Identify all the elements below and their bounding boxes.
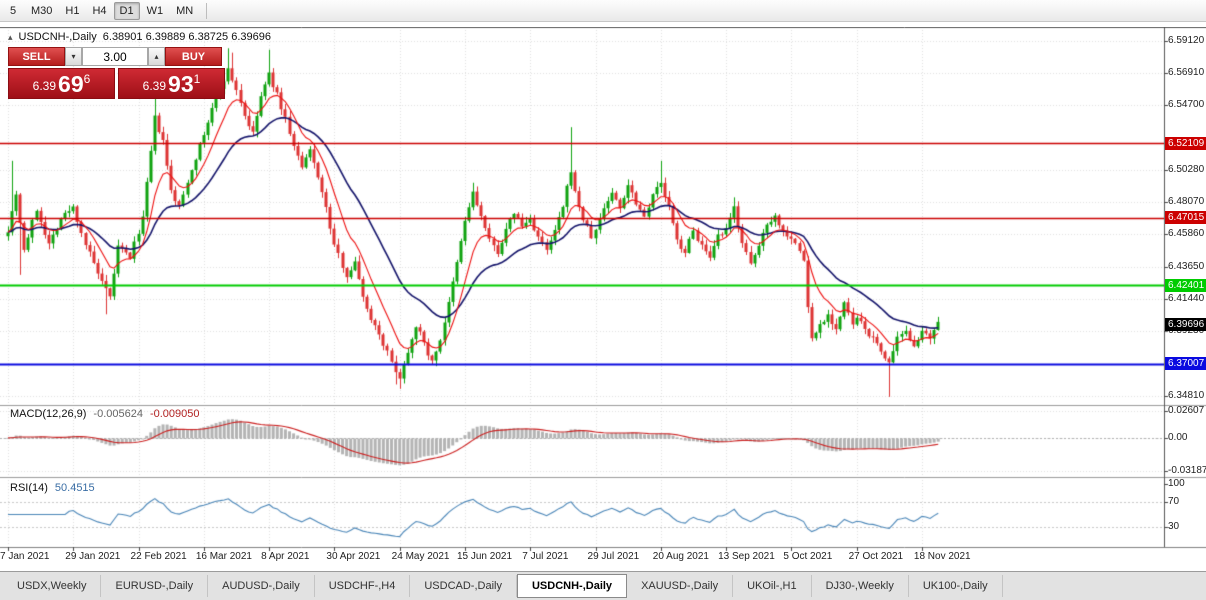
price-axis-label: 6.56910 [1168,66,1205,78]
price-axis-label: 6.45860 [1168,228,1205,240]
timeframe-toolbar: 5 M30 H1 H4 D1 W1 MN [0,0,1206,22]
sell-price-sup: 6 [83,72,91,86]
time-axis-label: 15 Jun 2021 [456,551,513,562]
timeframe-button-h4[interactable]: H4 [92,4,107,17]
time-axis-label: 18 Nov 2021 [913,551,971,562]
price-axis-label: 6.43650 [1168,260,1205,272]
rsi-value: 50.4515 [54,482,95,494]
chart-tab-ukoil-h1[interactable]: UKOil-,H1 [733,575,812,597]
chart-tab-usdcad-daily[interactable]: USDCAD-,Daily [410,575,517,597]
chart-title: USDCNH-,Daily [18,31,97,43]
buy-price-sup: 1 [193,72,201,86]
time-axis-label: 27 Oct 2021 [848,551,904,562]
chevron-down-icon: ▾ [71,52,76,61]
chart-tab-xauusd-daily[interactable]: XAUUSD-,Daily [627,575,734,597]
rsi-axis-label: 70 [1168,496,1180,508]
rsi-pane-header: RSI(14) 50.4515 [10,482,95,494]
chart-ohlc-values: 6.38901 6.39889 6.38725 6.39696 [102,31,271,43]
time-axis-label: 22 Feb 2021 [130,551,187,562]
sell-price-display[interactable]: 6.39 69 6 [8,68,115,99]
volume-increase-button[interactable]: ▴ [148,47,165,66]
price-axis-label: 6.41440 [1168,293,1205,305]
rsi-axis-label: 30 [1168,520,1180,532]
macd-axis-label: -0.03187 [1168,465,1206,477]
macd-label: MACD(12,26,9) [10,408,87,420]
price-axis-label: 6.59120 [1168,34,1205,46]
chart-tab-usdx-weekly[interactable]: USDX,Weekly [3,575,102,597]
timeframe-button-mn[interactable]: MN [176,4,194,17]
macd-axis-label: 0.02607 [1168,404,1205,416]
chevron-up-icon: ▴ [154,52,159,61]
trade-prices-row: 6.39 69 6 6.39 93 1 [8,68,228,99]
time-axis-label: 29 Jan 2021 [65,551,121,562]
time-axis-label: 20 Aug 2021 [652,551,709,562]
timeframe-button-d1[interactable]: D1 [113,1,140,20]
timeframe-button-h1[interactable]: H1 [65,4,80,17]
chart-canvas[interactable] [0,27,1206,568]
chart-tab-usdcnh-daily[interactable]: USDCNH-,Daily [516,574,628,598]
buy-price-prefix: 6.39 [142,79,167,93]
collapse-chart-icon[interactable]: ▴ [8,31,13,42]
level-price-label: 6.37007 [1165,357,1206,371]
chart-ohlc-header: ▴ USDCNH-,Daily 6.38901 6.39889 6.38725 … [8,31,271,43]
chart-tab-eurusd-daily[interactable]: EURUSD-,Daily [101,575,209,597]
macd-main-value: -0.005624 [93,408,143,420]
chart-tab-dj30-weekly[interactable]: DJ30-,Weekly [812,575,909,597]
volume-decrease-button[interactable]: ▾ [65,47,82,66]
toolbar-separator [206,2,208,19]
price-axis-label: 6.48070 [1168,196,1205,208]
time-axis-label: 16 Mar 2021 [195,551,252,562]
timeframe-button-w1[interactable]: W1 [146,4,164,17]
buy-price-big: 93 [168,71,194,97]
sell-price-big: 69 [58,71,84,97]
chart-tab-usdchf-h4[interactable]: USDCHF-,H4 [315,575,411,597]
time-axis-label: 30 Apr 2021 [326,551,381,562]
time-axis-label: 8 Apr 2021 [261,551,310,562]
level-price-label: 6.47015 [1165,211,1206,225]
rsi-axis-label: 100 [1168,478,1185,489]
price-axis-label: 6.50280 [1168,163,1205,175]
time-axis-label: 13 Sep 2021 [718,551,775,562]
price-axis-label: 6.34810 [1168,390,1205,401]
time-axis-label: 29 Jul 2021 [587,551,640,562]
level-price-label: 6.42401 [1165,278,1206,292]
sell-price-prefix: 6.39 [32,79,57,93]
time-axis-label: 7 Jan 2021 [0,551,50,562]
trade-controls-row: SELL ▾ ▴ BUY [8,47,228,66]
rsi-label: RSI(14) [10,482,48,494]
macd-signal-value: -0.009050 [149,408,200,420]
timeframe-button-5[interactable]: 5 [9,4,17,17]
price-axis-label: 6.54700 [1168,99,1205,111]
time-axis-label: 24 May 2021 [391,551,450,562]
chart-tab-uk100-daily[interactable]: UK100-,Daily [909,575,1003,597]
macd-axis-label: 0.00 [1168,431,1188,443]
buy-button[interactable]: BUY [165,47,222,66]
chart-tab-audusd-daily[interactable]: AUDUSD-,Daily [208,575,315,597]
current-price-label: 6.39696 [1165,318,1206,332]
macd-pane-header: MACD(12,26,9) -0.005624 -0.009050 [10,408,200,420]
sell-button[interactable]: SELL [8,47,65,66]
level-price-label: 6.52109 [1165,136,1206,150]
time-axis-label: 7 Jul 2021 [522,551,569,562]
buy-price-display[interactable]: 6.39 93 1 [118,68,225,99]
volume-input[interactable] [82,47,148,66]
timeframe-button-m30[interactable]: M30 [31,4,53,17]
one-click-trading-panel: SELL ▾ ▴ BUY 6.39 69 6 6.39 93 1 [8,47,228,99]
chart-tabs: USDX,Weekly EURUSD-,Daily AUDUSD-,Daily USD… [0,571,1206,600]
time-axis-label: 5 Oct 2021 [783,551,833,562]
